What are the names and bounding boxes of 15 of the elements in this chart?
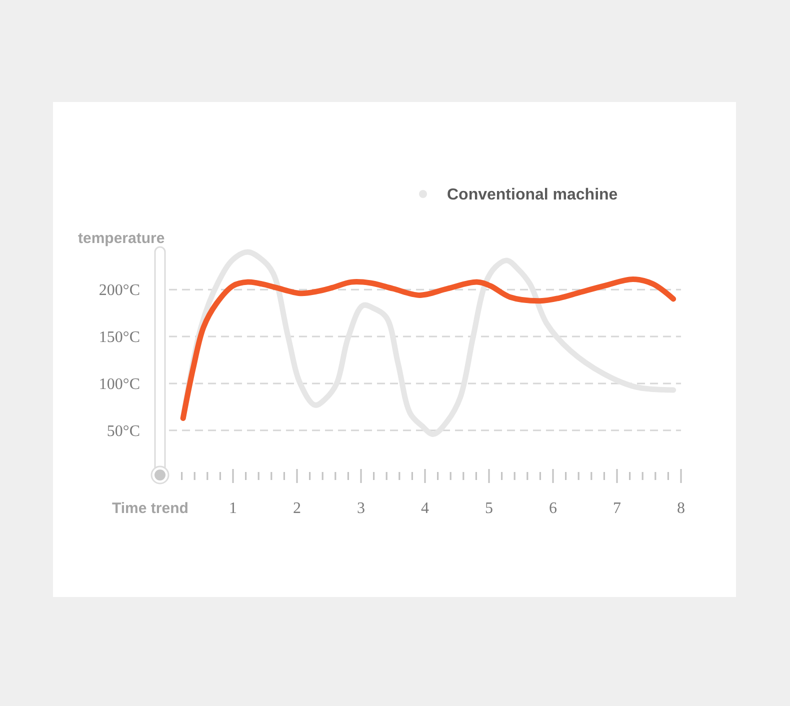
x-tick-label: 3 bbox=[357, 500, 365, 517]
y-tick-label: 100°C bbox=[98, 376, 140, 394]
x-tick-label: 1 bbox=[229, 500, 237, 517]
x-tick-label: 7 bbox=[613, 500, 621, 517]
y-tick-label: 50°C bbox=[106, 423, 140, 440]
x-tick-label: 5 bbox=[485, 500, 493, 517]
legend-label: Conventional machine bbox=[447, 186, 618, 204]
x-tick-label: 6 bbox=[549, 500, 557, 517]
y-axis-title: temperature bbox=[78, 230, 165, 247]
y-tick-label: 200°C bbox=[98, 282, 140, 300]
x-axis-title: Time trend bbox=[112, 500, 188, 517]
y-tick-label: 150°C bbox=[98, 329, 140, 346]
x-tick-label: 4 bbox=[421, 500, 429, 517]
x-tick-label: 8 bbox=[677, 500, 685, 517]
x-tick-label: 2 bbox=[293, 500, 301, 517]
